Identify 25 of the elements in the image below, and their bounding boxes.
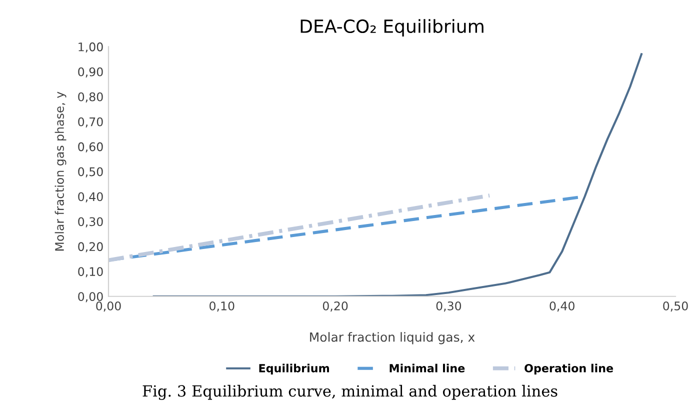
y-tick-label: 1,00 bbox=[78, 42, 103, 53]
y-tick-label: 0,10 bbox=[78, 267, 103, 278]
x-tick-label: 0,40 bbox=[550, 301, 574, 312]
y-tick-label: 0,80 bbox=[78, 92, 103, 102]
y-tick-label: 0,50 bbox=[78, 167, 103, 178]
chart-title: DEA-CO₂ Equilibrium bbox=[300, 19, 484, 37]
y-tick-label: 0,20 bbox=[78, 242, 103, 252]
x-axis-title: Molar fraction liquid gas, x bbox=[310, 332, 475, 344]
y-tick-label: 0,00 bbox=[78, 292, 103, 302]
legend-label: Operation line bbox=[524, 364, 614, 375]
y-tick-label: 0,30 bbox=[78, 217, 103, 228]
y-tick-label: 0,90 bbox=[78, 67, 103, 78]
x-tick-label: 0,50 bbox=[663, 301, 688, 312]
line-series bbox=[152, 53, 643, 296]
x-tick-label: 0,30 bbox=[436, 301, 462, 312]
legend-label: Minimal line bbox=[390, 364, 465, 372]
y-tick-label: 0,40 bbox=[78, 192, 103, 202]
y-axis-title: Molar fraction gas phase, y bbox=[54, 92, 66, 251]
y-tick-label: 0,70 bbox=[78, 117, 103, 128]
x-tick-label: 0,10 bbox=[210, 301, 234, 312]
legend-label: Equilibrium bbox=[259, 364, 329, 375]
x-tick-label: 0,20 bbox=[322, 301, 348, 312]
x-tick-label: 0,00 bbox=[96, 301, 121, 312]
caption: Fig. 3 Equilibrium curve, minimal and operation lines bbox=[142, 384, 558, 400]
y-tick-label: 0,60 bbox=[78, 142, 103, 152]
